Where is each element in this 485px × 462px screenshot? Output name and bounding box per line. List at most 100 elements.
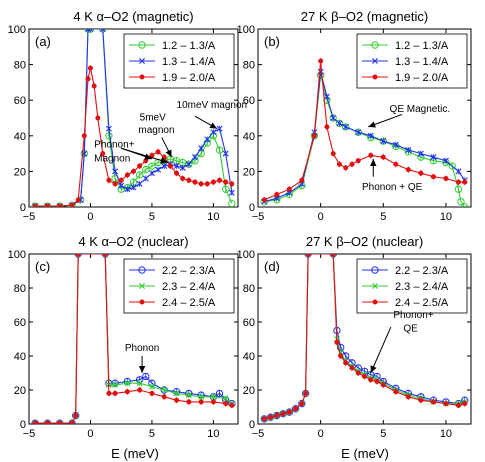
annotation-arrow bbox=[121, 147, 169, 163]
x-tick-label: −5 bbox=[23, 211, 36, 223]
annotation-arrowhead bbox=[165, 149, 172, 158]
x-axis-label-right: E (meV) bbox=[341, 446, 389, 461]
data-point bbox=[405, 394, 411, 400]
data-point bbox=[204, 181, 210, 187]
data-point bbox=[330, 151, 336, 157]
legend: 2.2 – 2.3/A 2.3 – 2.4/A 2.4 – 2.5/A bbox=[356, 258, 468, 314]
data-point bbox=[368, 377, 374, 383]
data-point bbox=[229, 402, 235, 408]
data-point bbox=[32, 420, 38, 424]
data-point bbox=[106, 390, 112, 396]
data-point bbox=[215, 389, 224, 398]
y-tick-label: 60 bbox=[243, 95, 255, 107]
data-point bbox=[222, 150, 229, 157]
data-point bbox=[124, 389, 130, 395]
legend-label-2: 1.9 – 2.0/A bbox=[162, 72, 216, 84]
data-point bbox=[204, 136, 211, 143]
data-point bbox=[417, 150, 424, 157]
data-point bbox=[161, 163, 168, 170]
data-point bbox=[443, 176, 449, 182]
data-point bbox=[374, 378, 380, 384]
legend-marker-2 bbox=[372, 74, 378, 80]
data-point bbox=[405, 167, 411, 173]
panel-title: 27 K β–O2 (nuclear) bbox=[306, 234, 423, 249]
data-point bbox=[210, 129, 217, 136]
data-point bbox=[318, 58, 324, 64]
data-point bbox=[228, 199, 236, 207]
annotation-arrowhead bbox=[370, 158, 377, 166]
annotation-arrowhead bbox=[209, 122, 218, 129]
y-tick-label: 100 bbox=[237, 249, 255, 261]
data-point bbox=[303, 390, 309, 396]
data-point bbox=[87, 29, 94, 32]
x-tick-label: −5 bbox=[252, 211, 265, 223]
data-point bbox=[161, 394, 167, 400]
data-point bbox=[105, 125, 112, 132]
data-point bbox=[368, 152, 374, 158]
data-point bbox=[148, 162, 156, 170]
data-point bbox=[273, 195, 280, 202]
data-point bbox=[418, 397, 424, 403]
x-tick-label: 0 bbox=[318, 428, 324, 440]
data-point bbox=[305, 254, 311, 257]
y-tick-label: 100 bbox=[8, 24, 26, 36]
data-point bbox=[324, 124, 330, 130]
data-point bbox=[99, 29, 106, 32]
y-tick-label: 40 bbox=[243, 131, 255, 143]
y-tick-label: 0 bbox=[20, 419, 26, 431]
data-point bbox=[355, 370, 361, 376]
legend-label-1: 1.3 – 1.4/A bbox=[395, 56, 449, 68]
data-point bbox=[130, 184, 137, 191]
y-tick-label: 60 bbox=[14, 317, 26, 329]
data-point bbox=[222, 185, 230, 193]
y-tick-label: 40 bbox=[14, 351, 26, 363]
data-point bbox=[32, 203, 38, 207]
legend-label-1: 2.3 – 2.4/A bbox=[395, 281, 449, 293]
x-tick-label: 5 bbox=[149, 428, 155, 440]
annotation-arrowhead bbox=[370, 365, 377, 373]
data-point bbox=[274, 412, 280, 418]
data-point bbox=[223, 179, 229, 185]
series-group bbox=[31, 29, 236, 207]
x-tick-label: 10 bbox=[207, 211, 219, 223]
panel-label: (d) bbox=[264, 259, 280, 274]
x-tick-label: 10 bbox=[207, 428, 219, 440]
legend-label-1: 1.3 – 1.4/A bbox=[162, 56, 216, 68]
legend-marker-0 bbox=[371, 266, 379, 274]
annotation-arrowhead bbox=[138, 366, 146, 373]
data-point bbox=[149, 390, 155, 396]
data-point bbox=[198, 393, 205, 400]
data-point bbox=[461, 203, 469, 207]
data-point bbox=[160, 386, 168, 394]
legend-marker-2 bbox=[139, 299, 145, 305]
data-point bbox=[361, 373, 367, 379]
data-point bbox=[330, 115, 337, 121]
data-point bbox=[148, 170, 155, 177]
data-point bbox=[131, 168, 137, 174]
data-point bbox=[323, 93, 330, 100]
legend-marker-2 bbox=[372, 299, 378, 305]
data-point bbox=[261, 416, 267, 422]
data-point bbox=[343, 360, 349, 366]
annotation-arrowhead bbox=[368, 121, 376, 128]
panel-label: (c) bbox=[35, 259, 50, 274]
data-point bbox=[462, 179, 468, 185]
y-tick-label: 80 bbox=[243, 283, 255, 295]
data-point bbox=[44, 203, 50, 207]
data-point bbox=[286, 189, 293, 196]
panel-title: 27 K β–O2 (magnetic) bbox=[301, 9, 428, 24]
data-point bbox=[455, 179, 461, 185]
x-tick-label: 5 bbox=[380, 428, 386, 440]
data-point bbox=[379, 137, 387, 145]
data-point bbox=[329, 114, 337, 122]
data-point bbox=[317, 68, 324, 75]
data-point bbox=[142, 165, 150, 174]
legend-marker-1 bbox=[139, 283, 145, 289]
x-tick-label: 0 bbox=[87, 211, 93, 223]
panel-label: (b) bbox=[264, 34, 280, 49]
y-tick-label: 0 bbox=[249, 202, 255, 214]
data-point bbox=[334, 339, 340, 345]
data-point bbox=[124, 172, 130, 178]
y-tick-label: 100 bbox=[237, 24, 255, 36]
